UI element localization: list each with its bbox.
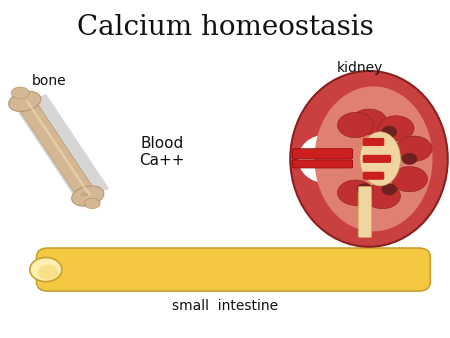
Ellipse shape [382, 126, 397, 138]
FancyBboxPatch shape [36, 248, 430, 291]
FancyBboxPatch shape [292, 149, 353, 159]
Text: bone: bone [32, 74, 66, 88]
FancyBboxPatch shape [363, 172, 384, 180]
FancyBboxPatch shape [292, 160, 353, 168]
Ellipse shape [396, 136, 432, 161]
Ellipse shape [30, 258, 62, 282]
Ellipse shape [356, 183, 373, 195]
Ellipse shape [9, 91, 41, 112]
Ellipse shape [351, 109, 387, 135]
Polygon shape [16, 98, 97, 199]
Ellipse shape [338, 180, 374, 206]
Ellipse shape [382, 183, 397, 195]
Ellipse shape [85, 198, 100, 209]
Ellipse shape [298, 135, 353, 183]
FancyBboxPatch shape [358, 187, 372, 238]
Ellipse shape [338, 112, 374, 138]
FancyBboxPatch shape [363, 155, 391, 163]
Text: Calcium homeostasis: Calcium homeostasis [76, 14, 373, 41]
Text: kidney: kidney [337, 61, 383, 75]
Polygon shape [26, 100, 91, 196]
Ellipse shape [290, 71, 448, 247]
Ellipse shape [378, 116, 414, 141]
Text: Blood
Ca++: Blood Ca++ [139, 136, 185, 168]
FancyBboxPatch shape [363, 138, 384, 146]
Ellipse shape [72, 186, 104, 206]
Polygon shape [14, 94, 109, 201]
Ellipse shape [401, 153, 417, 165]
Ellipse shape [11, 87, 29, 99]
Ellipse shape [315, 86, 432, 231]
Ellipse shape [80, 192, 88, 196]
Text: small  intestine: small intestine [172, 299, 278, 313]
Ellipse shape [364, 183, 400, 209]
Ellipse shape [38, 265, 58, 280]
Ellipse shape [392, 166, 428, 192]
Ellipse shape [360, 132, 400, 186]
